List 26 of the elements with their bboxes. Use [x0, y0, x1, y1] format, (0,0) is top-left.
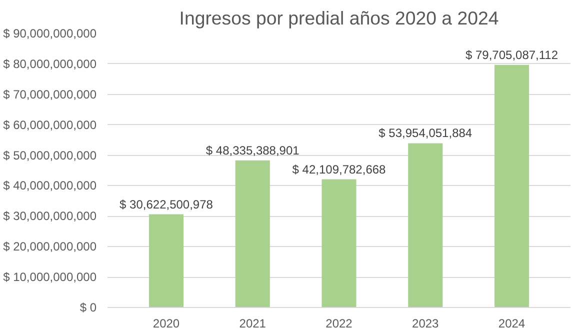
y-tick-label: $ 90,000,000,000 — [3, 26, 97, 40]
bar — [494, 64, 530, 308]
data-label: $ 53,954,051,884 — [378, 126, 472, 140]
data-label: $ 30,622,500,978 — [120, 197, 214, 212]
y-tick-label: $ 0 — [80, 300, 97, 314]
y-tick-label: $ 30,000,000,000 — [3, 209, 97, 224]
y-tick-label: $ 10,000,000,000 — [3, 270, 97, 284]
x-tick-label: 2021 — [239, 316, 266, 330]
y-tick-label: $ 40,000,000,000 — [3, 178, 97, 193]
y-tick-label: $ 80,000,000,000 — [3, 56, 97, 71]
bar — [408, 143, 443, 308]
bar — [148, 214, 184, 308]
y-tick-label: $ 50,000,000,000 — [3, 148, 97, 162]
x-tick-label: 2022 — [326, 316, 353, 330]
data-label: $ 48,335,388,901 — [206, 143, 300, 158]
y-tick-label: $ 70,000,000,000 — [3, 87, 97, 102]
y-tick-label: $ 20,000,000,000 — [3, 240, 97, 254]
bar — [322, 179, 356, 308]
data-label: $ 42,109,782,668 — [292, 162, 386, 176]
x-tick-label: 2023 — [412, 316, 440, 330]
bar — [235, 160, 270, 308]
x-tick-label: 2020 — [152, 316, 180, 330]
data-label: $ 79,705,087,112 — [465, 48, 558, 62]
y-tick-label: $ 60,000,000,000 — [3, 118, 97, 132]
chart-title: Ingresos por predial años 2020 a 2024 — [179, 8, 499, 28]
x-tick-label: 2024 — [498, 316, 526, 330]
